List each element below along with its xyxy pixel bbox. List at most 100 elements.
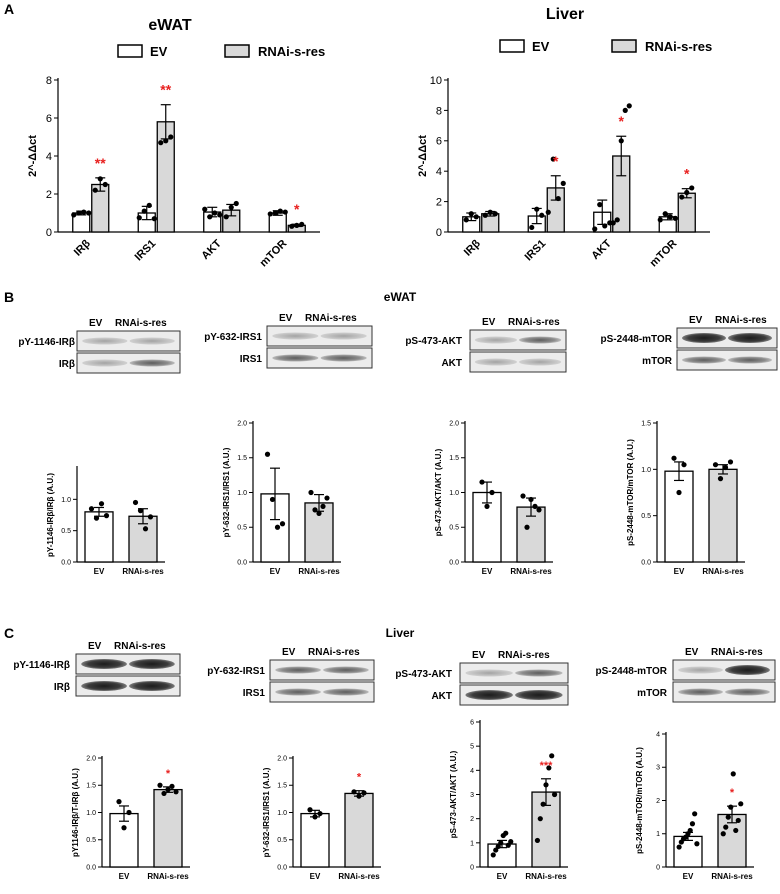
y-tick-label: 5 [470, 744, 474, 751]
y-axis-label: pY-632-IRS1/IRS1 (A.U.) [262, 767, 271, 857]
panel-letter-a: A [4, 1, 14, 17]
x-category-label: mTOR [648, 238, 680, 270]
x-category-label: EV [310, 872, 321, 881]
data-point [532, 503, 538, 509]
data-point [71, 212, 77, 218]
blot-band [474, 336, 518, 344]
data-point [267, 211, 273, 217]
chart-b2: 0.0 0.5 1.0 1.5 2.0 pY-632-IRS1/IRS1 (A.U.) EV… [222, 420, 341, 576]
y-tick-label: 1.0 [277, 810, 287, 817]
data-point [294, 222, 300, 228]
y-tick-label: 1.0 [61, 497, 71, 504]
y-tick-label: 0 [470, 864, 474, 871]
y-axis-label: pS-2448-mTOR/mTOR (A.U.) [635, 747, 644, 854]
data-point [277, 208, 283, 214]
y-tick-label: 0.5 [86, 837, 96, 844]
data-point [274, 524, 281, 530]
blot-band [465, 669, 513, 677]
y-tick-label: 3 [656, 765, 660, 772]
data-point [529, 224, 535, 231]
data-point [121, 825, 127, 831]
data-point [730, 771, 736, 777]
data-point [356, 793, 362, 799]
data-point [312, 814, 318, 820]
blot-row-label-top: pS-473-AKT [395, 669, 452, 680]
x-category-label: EV [119, 872, 130, 881]
data-point [76, 210, 82, 216]
data-point [212, 210, 218, 216]
y-tick-label: 6 [470, 719, 474, 726]
data-point [725, 814, 731, 820]
significance-marker: * [294, 201, 300, 217]
x-category-label: AKT [589, 237, 614, 262]
data-point [610, 220, 616, 226]
blot-band [320, 354, 367, 362]
data-point [626, 103, 632, 109]
bar-rnai [344, 792, 374, 868]
blot-strip [459, 662, 569, 684]
blot-band [465, 690, 513, 700]
y-tick-label: 4 [436, 166, 442, 178]
y-tick-label: 2.0 [237, 420, 247, 427]
blot-band [272, 354, 319, 362]
blot-row-label-top: pY-1146-IRβ [13, 660, 70, 671]
data-point [158, 140, 164, 146]
significance-marker: * [166, 768, 171, 780]
chart-a2-title: Liver [546, 6, 584, 23]
data-point [81, 209, 87, 215]
chart-a1-ewat-qpcr: 0 2 4 6 8 2^-ΔΔct ** IRβ ** IRS1 AKT * mTOR [27, 75, 320, 269]
data-point [662, 211, 668, 217]
y-tick-label: 8 [46, 75, 52, 87]
data-point [312, 507, 318, 513]
y-axis-label: pS-473-AKT/AKT (A.U.) [449, 750, 458, 838]
data-point [543, 782, 549, 788]
data-point [308, 489, 314, 496]
y-tick-label: 1.0 [86, 810, 96, 817]
y-tick-label: 0 [46, 227, 52, 239]
data-point [223, 214, 229, 220]
blot-band [515, 669, 563, 677]
data-point [687, 827, 693, 834]
significance-marker: * [553, 153, 559, 169]
bar-ev [664, 470, 694, 563]
data-point [592, 226, 598, 232]
y-axis-label: pY1146-IRβ/T-IRβ (A.U.) [71, 768, 80, 857]
x-category-label: IRβ [72, 237, 93, 258]
data-point [738, 801, 744, 807]
blot-strip [76, 352, 181, 374]
data-point [468, 211, 474, 217]
blot-band [725, 665, 770, 675]
x-category-label: EV [94, 567, 105, 576]
blot-4: EV RNAi-s-res pS-2448-mTOR mTOR [595, 647, 776, 703]
y-tick-label: 1.0 [641, 467, 651, 474]
x-category-label: RNAi-s-res [298, 567, 340, 576]
data-point [269, 496, 276, 503]
x-category-label: IRS1 [133, 238, 159, 264]
y-axis-label: pS-473-AKT/AKT (A.U.) [434, 448, 443, 536]
y-tick-label: 0 [656, 864, 660, 871]
chart-b1: 0.0 0.5 1.0 pY-1146-IRβ/IRβ (A.U.) EV RNAi-s-… [46, 466, 165, 576]
legend-swatch-ev [499, 39, 525, 53]
lane-label-rnai: RNAi-s-res [508, 317, 560, 328]
blot-2: EV RNAi-s-res pY-632-IRS1 IRS1 [207, 647, 375, 703]
data-point [689, 185, 695, 191]
data-point [555, 195, 561, 202]
y-axis-label: pY-632-IRS1/IRS1 (A.U.) [222, 447, 231, 537]
data-point [712, 462, 719, 468]
data-point [672, 215, 678, 221]
data-point [116, 799, 122, 805]
data-point [679, 194, 685, 200]
blot-band [81, 659, 127, 669]
chart-c4: 0 1 2 3 4 pS-2448-mTOR/mTOR (A.U.) EV * RNAi-s-r… [635, 731, 754, 881]
blot-row-label-bottom: IRS1 [243, 688, 266, 699]
chart-b4: 0.0 0.5 1.0 1.5 pS-2448-mTOR/mTOR (A.U.) EV RN… [626, 420, 745, 576]
blot-band [129, 359, 175, 367]
data-point [551, 791, 558, 798]
data-point [728, 804, 734, 810]
data-point [473, 214, 479, 220]
blot-row-label-bottom: IRβ [59, 359, 75, 370]
significance-marker: * [619, 113, 625, 129]
x-category-label: RNAi-s-res [711, 872, 753, 881]
data-point [667, 214, 673, 220]
data-point [492, 211, 498, 217]
